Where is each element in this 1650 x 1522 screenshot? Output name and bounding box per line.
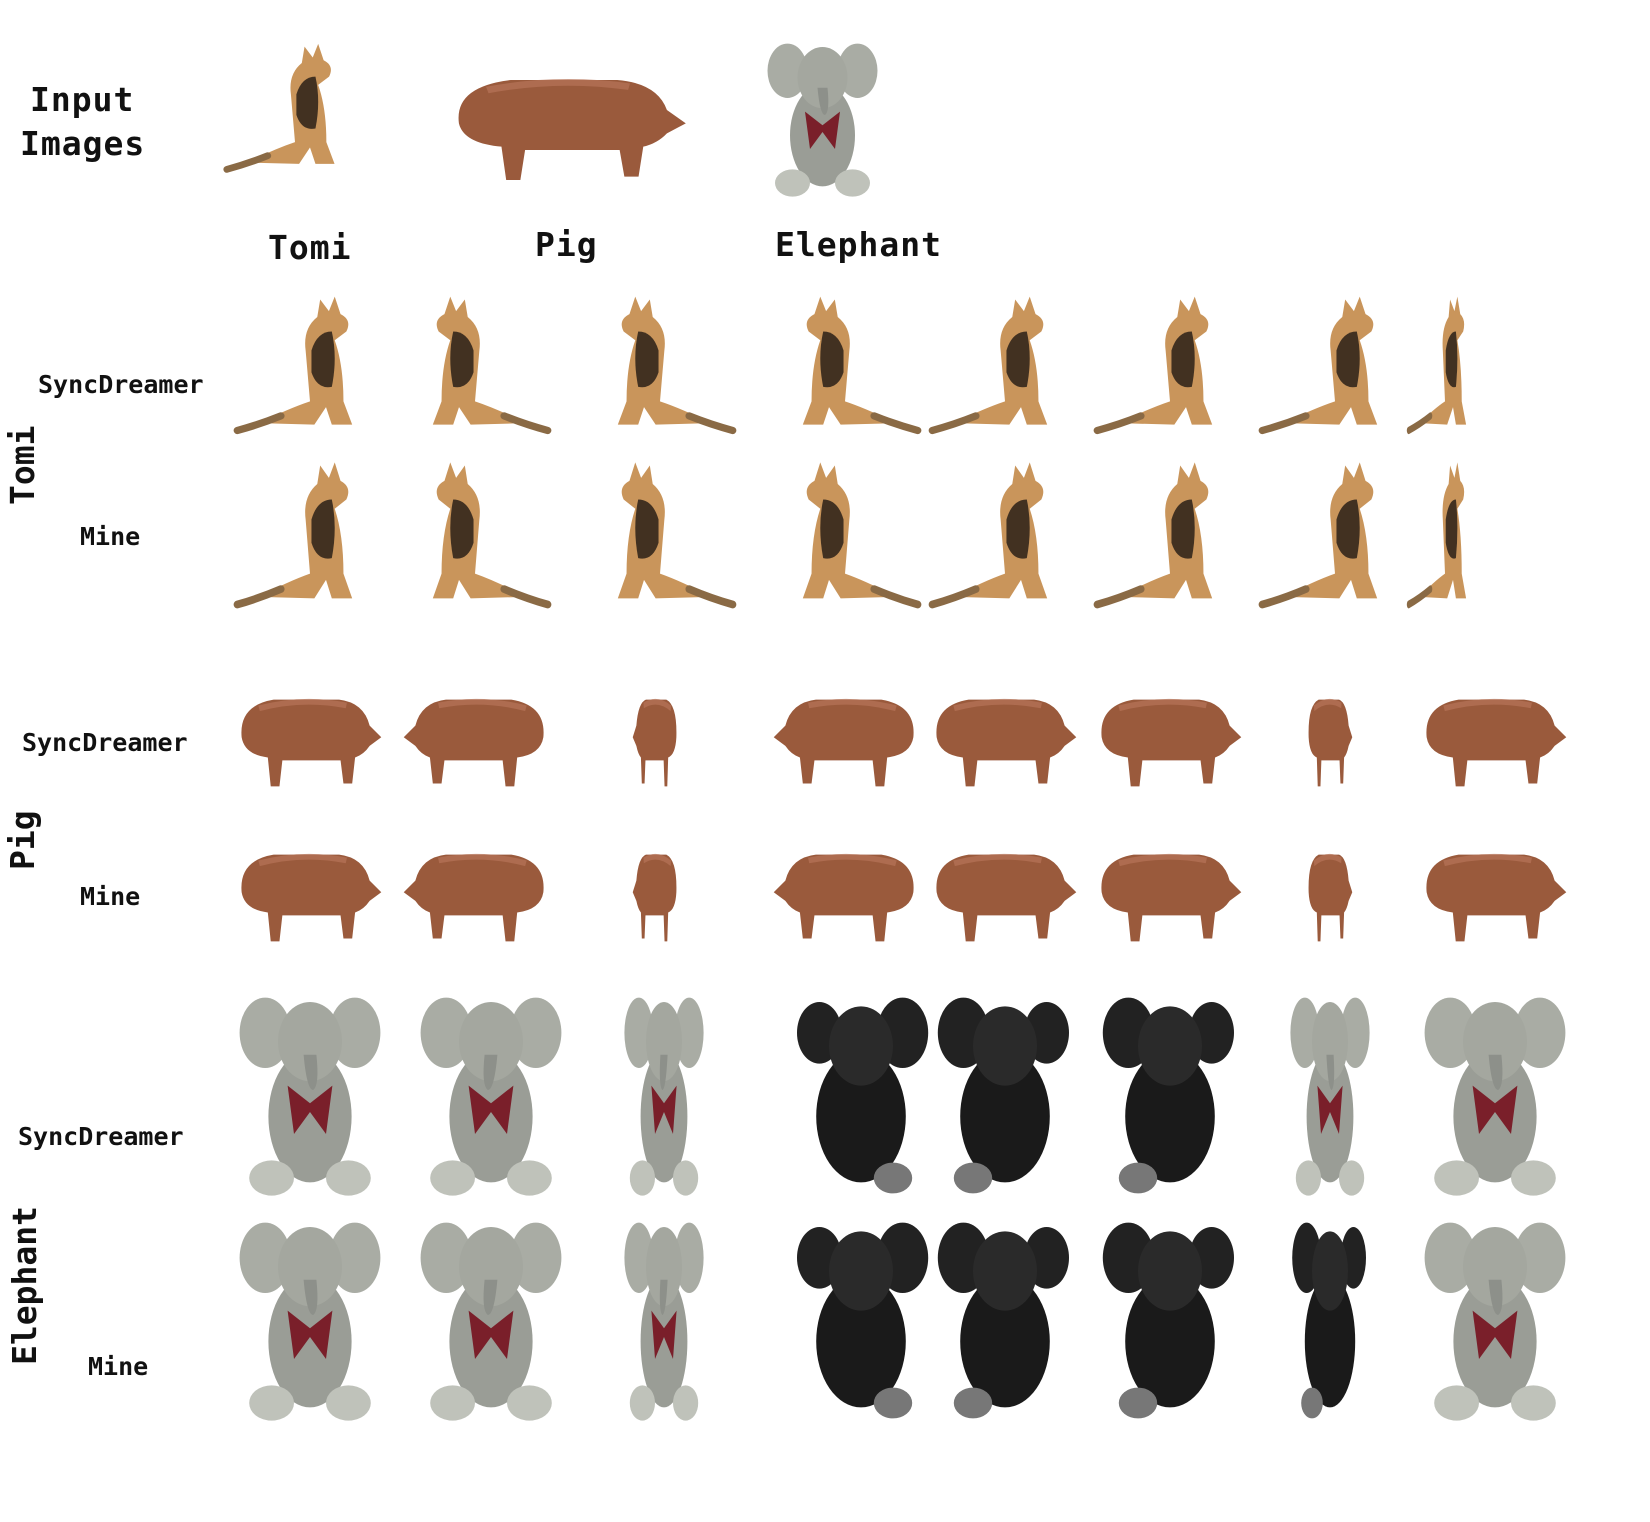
view-elephant-mine-6 — [1090, 1205, 1250, 1425]
view-tomi-mine-8 — [1405, 450, 1485, 620]
view-elephant-mine-8 — [1415, 1205, 1575, 1425]
view-pig-syncdreamer-6 — [1090, 665, 1250, 795]
pig-icon — [440, 40, 700, 190]
view-tomi-syncdreamer-1 — [230, 285, 390, 445]
view-pig-syncdreamer-8 — [1415, 665, 1575, 795]
group-label-pig: Pig — [3, 810, 42, 870]
view-pig-syncdreamer-7 — [1305, 665, 1355, 795]
view-pig-mine-2 — [395, 820, 555, 950]
view-elephant-mine-3 — [610, 1205, 704, 1425]
view-elephant-mine-1 — [230, 1205, 390, 1425]
view-tomi-mine-2 — [395, 450, 555, 620]
plush-elephant-icon — [760, 30, 885, 200]
view-tomi-syncdreamer-6 — [1090, 285, 1250, 445]
view-tomi-mine-3 — [580, 450, 740, 620]
view-pig-syncdreamer-2 — [395, 665, 555, 795]
view-tomi-mine-6 — [1090, 450, 1250, 620]
view-elephant-syncdreamer-3 — [610, 980, 704, 1200]
row-label-elephant-mine: Mine — [88, 1352, 149, 1381]
view-pig-syncdreamer-3 — [630, 665, 680, 795]
view-pig-mine-6 — [1090, 820, 1250, 950]
view-pig-syncdreamer-5 — [925, 665, 1085, 795]
view-elephant-syncdreamer-6 — [1090, 980, 1250, 1200]
input-label-elephant: Elephant — [775, 225, 942, 264]
input-label-tomi: Tomi — [268, 228, 352, 267]
view-tomi-syncdreamer-4 — [765, 285, 925, 445]
view-pig-syncdreamer-4 — [765, 665, 925, 795]
view-tomi-mine-1 — [230, 450, 390, 620]
row-label-tomi-mine: Mine — [80, 522, 141, 551]
view-elephant-mine-7 — [1285, 1205, 1375, 1425]
view-elephant-mine-5 — [925, 1205, 1085, 1425]
view-elephant-syncdreamer-5 — [925, 980, 1085, 1200]
input-label-pig: Pig — [535, 225, 598, 264]
view-pig-mine-4 — [765, 820, 925, 950]
group-label-tomi: Tomi — [3, 425, 42, 505]
view-elephant-mine-2 — [395, 1205, 562, 1425]
view-pig-mine-8 — [1415, 820, 1575, 950]
group-label-elephant: Elephant — [5, 1206, 44, 1365]
view-elephant-syncdreamer-2 — [395, 980, 562, 1200]
view-pig-mine-3 — [630, 820, 680, 950]
row-label-elephant-syncdreamer: SyncDreamer — [18, 1122, 184, 1151]
view-elephant-syncdreamer-4 — [765, 980, 929, 1200]
view-tomi-mine-7 — [1255, 450, 1415, 620]
view-elephant-syncdreamer-8 — [1415, 980, 1575, 1200]
dog-icon — [220, 8, 370, 208]
input-images-title-line1: Input — [30, 80, 135, 119]
view-elephant-syncdreamer-1 — [230, 980, 390, 1200]
view-tomi-mine-4 — [765, 450, 925, 620]
row-label-pig-mine: Mine — [80, 882, 141, 911]
view-pig-syncdreamer-1 — [230, 665, 390, 795]
view-tomi-syncdreamer-2 — [395, 285, 555, 445]
view-pig-mine-5 — [925, 820, 1085, 950]
view-tomi-syncdreamer-7 — [1255, 285, 1415, 445]
row-label-pig-syncdreamer: SyncDreamer — [22, 728, 188, 757]
view-pig-mine-1 — [230, 820, 390, 950]
input-images-title-line2: Images — [20, 124, 146, 163]
view-elephant-syncdreamer-7 — [1285, 980, 1375, 1200]
view-elephant-mine-4 — [765, 1205, 929, 1425]
row-label-tomi-syncdreamer: SyncDreamer — [38, 370, 204, 399]
view-tomi-syncdreamer-3 — [580, 285, 740, 445]
view-pig-mine-7 — [1305, 820, 1355, 950]
view-tomi-syncdreamer-8 — [1405, 285, 1485, 445]
view-tomi-mine-5 — [925, 450, 1085, 620]
view-tomi-syncdreamer-5 — [925, 285, 1085, 445]
